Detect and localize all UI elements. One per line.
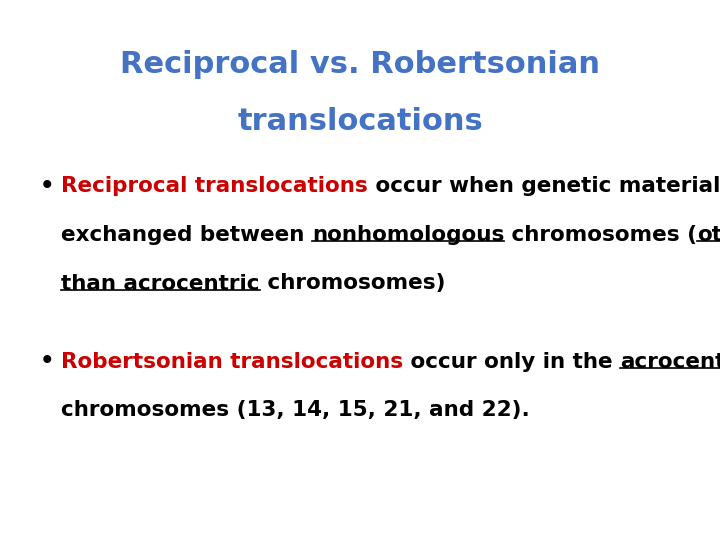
Text: translocations: translocations	[237, 107, 483, 136]
Text: Reciprocal vs. Robertsonian: Reciprocal vs. Robertsonian	[120, 50, 600, 79]
Text: chromosomes): chromosomes)	[260, 273, 445, 294]
Text: •: •	[40, 175, 54, 198]
Text: occur only in the: occur only in the	[403, 352, 621, 372]
Text: chromosomes (13, 14, 15, 21, and 22).: chromosomes (13, 14, 15, 21, and 22).	[61, 400, 530, 421]
Text: other: other	[698, 225, 720, 245]
Text: exchanged between: exchanged between	[61, 225, 312, 245]
Text: nonhomologous: nonhomologous	[312, 225, 505, 245]
Text: occur when genetic material is: occur when genetic material is	[368, 176, 720, 197]
Text: Reciprocal translocations: Reciprocal translocations	[61, 176, 368, 197]
Text: •: •	[40, 350, 54, 373]
Text: Robertsonian translocations: Robertsonian translocations	[61, 352, 403, 372]
Text: acrocentric: acrocentric	[621, 352, 720, 372]
Text: chromosomes (: chromosomes (	[505, 225, 698, 245]
Text: than acrocentric: than acrocentric	[61, 273, 260, 294]
